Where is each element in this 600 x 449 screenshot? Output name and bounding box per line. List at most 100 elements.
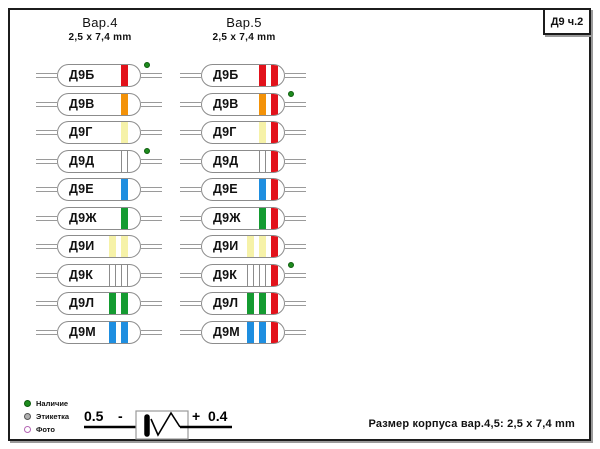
color-band-orange xyxy=(259,93,266,115)
color-band-white xyxy=(121,150,128,172)
legend-label: Наличие xyxy=(36,399,69,408)
diode-row-var4: Д9Г xyxy=(36,121,162,144)
lead-wire-left xyxy=(36,130,57,135)
diode-body: Д9Д xyxy=(57,149,141,173)
diode-row-var5: Д9Г xyxy=(180,121,306,144)
lead-wire-left xyxy=(36,272,57,278)
sheet-label-text: Д9 ч.2 xyxy=(550,15,584,28)
color-band-green xyxy=(121,293,128,314)
diode-type-label: Д9Б xyxy=(213,68,239,83)
color-band-white xyxy=(247,264,254,286)
band-group xyxy=(109,264,128,286)
diode-type-label: Д9Г xyxy=(213,125,237,140)
color-band-blue xyxy=(109,321,116,343)
diode-body: Д9В xyxy=(201,92,285,116)
lead-wire-left xyxy=(180,73,201,78)
band-group xyxy=(109,293,128,314)
color-band-white xyxy=(121,264,128,286)
diode-type-label: Д9Б xyxy=(69,68,95,83)
diode-body: Д9Г xyxy=(57,121,141,144)
lead-wire-right xyxy=(141,329,162,335)
color-band-green xyxy=(109,293,116,314)
availability-dot xyxy=(144,62,150,68)
legend-label: Фото xyxy=(36,425,55,434)
color-band-green xyxy=(259,293,266,314)
diode-body: Д9К xyxy=(201,263,285,287)
diode-row-var5: Д9Б xyxy=(180,64,306,87)
crystal-zigzag xyxy=(150,411,181,437)
diode-type-label: Д9Д xyxy=(213,153,239,168)
green-dot-icon xyxy=(24,400,31,407)
legend-item-gray-ring: Этикетка xyxy=(24,412,69,421)
lead-wire-right xyxy=(285,158,306,164)
color-band-white xyxy=(259,150,266,172)
color-band-green xyxy=(121,207,128,229)
diode-body: Д9М xyxy=(57,320,141,344)
lead-length-right: 0.4 xyxy=(208,408,228,424)
diode-type-label: Д9Л xyxy=(213,296,239,311)
lead-wire-right xyxy=(285,215,306,221)
color-band-blue xyxy=(121,321,128,343)
diode-body-outline xyxy=(135,410,189,440)
availability-dot xyxy=(288,261,294,268)
lead-wire-left xyxy=(180,101,201,107)
lead-wire-left xyxy=(180,329,201,335)
lead-wire-left xyxy=(36,329,57,335)
diode-row-var4: Д9И xyxy=(36,235,162,258)
diode-type-label: Д9Д xyxy=(69,153,95,168)
diode-type-label: Д9М xyxy=(213,324,240,339)
lead-wire-left xyxy=(36,101,57,107)
diode-body: Д9Л xyxy=(57,292,141,315)
diode-type-label: Д9Ж xyxy=(69,210,97,225)
lead-wire-left xyxy=(36,73,57,78)
color-band-blue xyxy=(121,179,128,200)
lead-wire-right xyxy=(141,244,162,249)
band-group xyxy=(121,122,128,143)
color-band-red xyxy=(271,236,278,257)
lead-wire-left xyxy=(180,158,201,164)
column-title: Вар.4 xyxy=(82,15,118,30)
band-group xyxy=(121,207,128,229)
lead-wire-right xyxy=(285,101,306,107)
band-group xyxy=(247,264,278,286)
diode-row-var4: Д9Д xyxy=(36,147,162,173)
diode-row-var5: Д9Д xyxy=(180,149,306,173)
color-band-yellow xyxy=(247,236,254,257)
band-group xyxy=(259,179,278,200)
diode-type-label: Д9Е xyxy=(213,182,238,197)
diode-type-label: Д9В xyxy=(213,96,239,111)
diode-row-var4: Д9М xyxy=(36,320,162,344)
band-group xyxy=(121,179,128,200)
column-header-var5: Вар.5 2,5 x 7,4 mm xyxy=(179,15,309,43)
lead-wire-left xyxy=(36,244,57,249)
lead-wire-right xyxy=(285,329,306,335)
availability-dot xyxy=(144,147,150,154)
lead-wire-right xyxy=(141,301,162,306)
color-band-red xyxy=(121,65,128,86)
lead-wire-left xyxy=(180,130,201,135)
diode-row-var5: Д9Л xyxy=(180,292,306,315)
lead-wire-right xyxy=(285,73,306,78)
lead-wire-right xyxy=(285,301,306,306)
diode-row-var4: Д9Е xyxy=(36,178,162,201)
diode-type-label: Д9Ж xyxy=(213,210,241,225)
lead-wire-left xyxy=(180,301,201,306)
diode-body: Д9Л xyxy=(201,292,285,315)
lead-wire-left xyxy=(36,215,57,221)
diode-body: Д9И xyxy=(201,235,285,258)
diode-type-label: Д9К xyxy=(213,267,238,282)
lead-wire-left xyxy=(180,187,201,192)
diode-body: Д9Г xyxy=(201,121,285,144)
lead-wire-right xyxy=(285,187,306,192)
diode-row-var5: Д9Е xyxy=(180,178,306,201)
band-group xyxy=(247,321,278,343)
color-band-red xyxy=(271,93,278,115)
color-band-red xyxy=(271,264,278,286)
diode-row-var5: Д9М xyxy=(180,320,306,344)
color-band-green xyxy=(259,207,266,229)
diode-body: Д9Ж xyxy=(201,206,285,230)
band-group xyxy=(109,321,128,343)
lead-wire-left xyxy=(36,158,57,164)
footer-size-note: Размер корпуса вар.4,5: 2,5 x 7,4 mm xyxy=(368,418,575,430)
diode-type-label: Д9И xyxy=(69,239,95,254)
